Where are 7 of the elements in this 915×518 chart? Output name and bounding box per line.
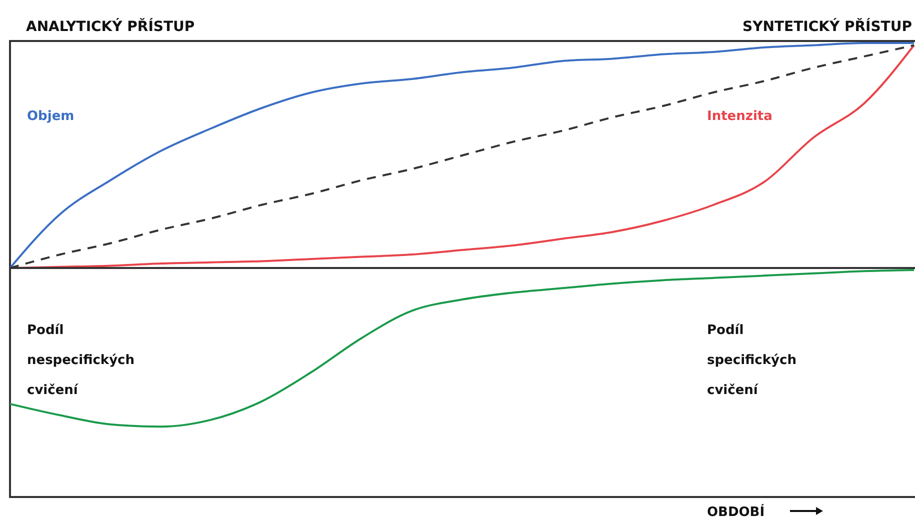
x-axis-title: OBDOBÍ xyxy=(707,503,765,518)
annotation: Podíl specifických cvičení xyxy=(707,323,796,398)
annotation: Podíl nespecifických cvičení xyxy=(27,323,135,398)
text: Objem xyxy=(27,109,74,124)
text: Intenzita xyxy=(707,109,772,124)
text: SYNTETICKÝ PŘÍSTUP xyxy=(742,18,912,35)
text: ANALYTICKÝ PŘÍSTUP xyxy=(26,18,195,35)
